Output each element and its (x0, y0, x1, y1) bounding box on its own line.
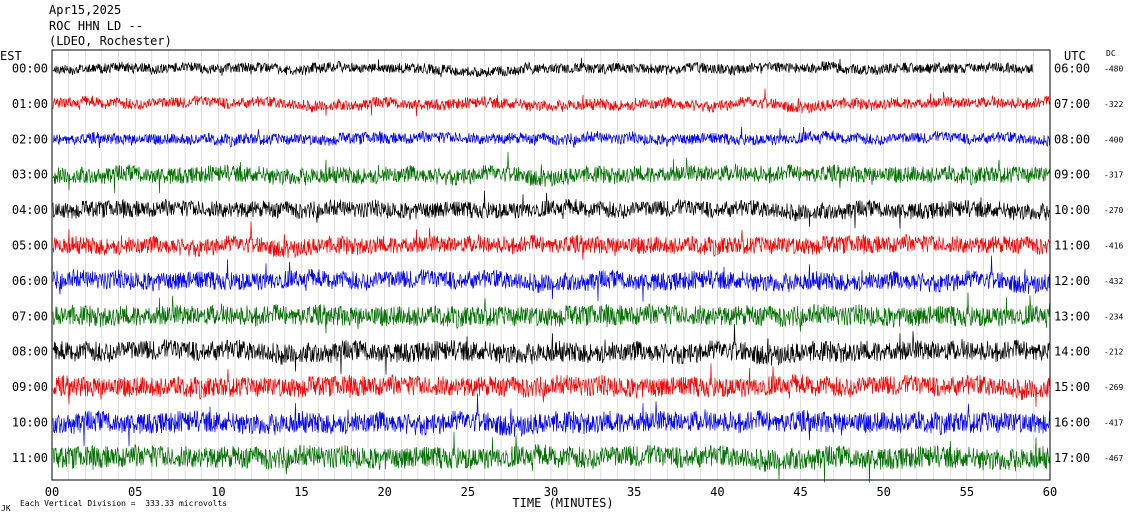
est-axis-label: EST (0, 49, 22, 63)
header-network: (LDEO, Rochester) (49, 34, 172, 48)
seismic-trace (52, 431, 1051, 483)
dc-offset-label: -212 (1104, 348, 1123, 357)
est-row-label: 01:00 (12, 97, 48, 111)
x-tick-label: 25 (461, 485, 475, 499)
dc-offset-label: -270 (1104, 206, 1123, 215)
dc-offset-label: -480 (1104, 65, 1123, 74)
utc-row-label: 12:00 (1054, 274, 1090, 288)
x-axis-title: TIME (MINUTES) (512, 496, 613, 510)
x-tick-label: 40 (710, 485, 724, 499)
grid-layer (68, 50, 1034, 480)
seismic-trace (52, 57, 1034, 78)
utc-row-label: 15:00 (1054, 380, 1090, 394)
seismic-trace (52, 88, 1051, 117)
utc-row-label: 06:00 (1054, 62, 1090, 76)
utc-row-label: 07:00 (1054, 97, 1090, 111)
dc-offset-label: -234 (1104, 312, 1123, 321)
utc-row-label: 14:00 (1054, 345, 1090, 359)
header-station: ROC HHN LD -- (49, 19, 143, 33)
seismic-trace (52, 323, 1051, 375)
utc-axis-label: UTC (1064, 49, 1086, 63)
est-row-label: 02:00 (12, 132, 48, 146)
x-tick-label: 50 (876, 485, 890, 499)
utc-row-label: 10:00 (1054, 203, 1090, 217)
vertical-division-note: Each Vertical Division = 333.33 microvol… (20, 499, 228, 508)
header-date: Apr15,2025 (49, 3, 122, 17)
label-layer: 00 05 10 15 20 25 30 35 40 45 50 55 60 00:00 06:00 -480… (12, 62, 1124, 500)
seismic-trace (52, 221, 1051, 260)
x-tick-label: 35 (627, 485, 641, 499)
seismic-trace (52, 126, 1051, 149)
utc-row-label: 17:00 (1054, 451, 1090, 465)
seismic-trace (52, 393, 1051, 447)
est-row-label: 08:00 (12, 345, 48, 359)
est-row-label: 04:00 (12, 203, 48, 217)
dc-axis-label: DC (1106, 49, 1116, 58)
trace-layer (52, 57, 1051, 483)
x-tick-label: 30 (544, 485, 558, 499)
utc-row-label: 11:00 (1054, 239, 1090, 253)
seismic-trace (52, 255, 1051, 302)
x-tick-label: 05 (128, 485, 142, 499)
utc-row-label: 08:00 (1054, 132, 1090, 146)
footnote-mark: JK (1, 504, 11, 513)
x-tick-label: 45 (793, 485, 807, 499)
seismic-trace (52, 363, 1051, 407)
est-row-label: 06:00 (12, 274, 48, 288)
dc-offset-label: -322 (1104, 100, 1123, 109)
est-row-label: 07:00 (12, 309, 48, 323)
est-row-label: 11:00 (12, 451, 48, 465)
seismic-trace (52, 292, 1051, 334)
x-tick-label: 55 (960, 485, 974, 499)
x-tick-label: 10 (211, 485, 225, 499)
est-row-label: 05:00 (12, 239, 48, 253)
dc-offset-label: -269 (1104, 383, 1123, 392)
dc-offset-label: -417 (1104, 419, 1123, 428)
seismic-trace (52, 151, 1051, 194)
est-row-label: 03:00 (12, 168, 48, 182)
x-tick-label: 00 (45, 485, 59, 499)
dc-offset-label: -317 (1104, 171, 1123, 180)
dc-offset-label: -432 (1104, 277, 1123, 286)
x-tick-label: 60 (1043, 485, 1057, 499)
utc-row-label: 16:00 (1054, 416, 1090, 430)
dc-offset-label: -416 (1104, 242, 1123, 251)
x-tick-label: 20 (377, 485, 391, 499)
utc-row-label: 09:00 (1054, 168, 1090, 182)
dc-offset-label: -467 (1104, 454, 1123, 463)
seismic-trace (52, 190, 1051, 229)
x-tick-label: 15 (294, 485, 308, 499)
plot-frame (51, 49, 1051, 481)
est-row-label: 10:00 (12, 416, 48, 430)
est-row-label: 00:00 (12, 62, 48, 76)
dc-offset-label: -400 (1104, 135, 1123, 144)
utc-row-label: 13:00 (1054, 309, 1090, 323)
est-row-label: 09:00 (12, 380, 48, 394)
